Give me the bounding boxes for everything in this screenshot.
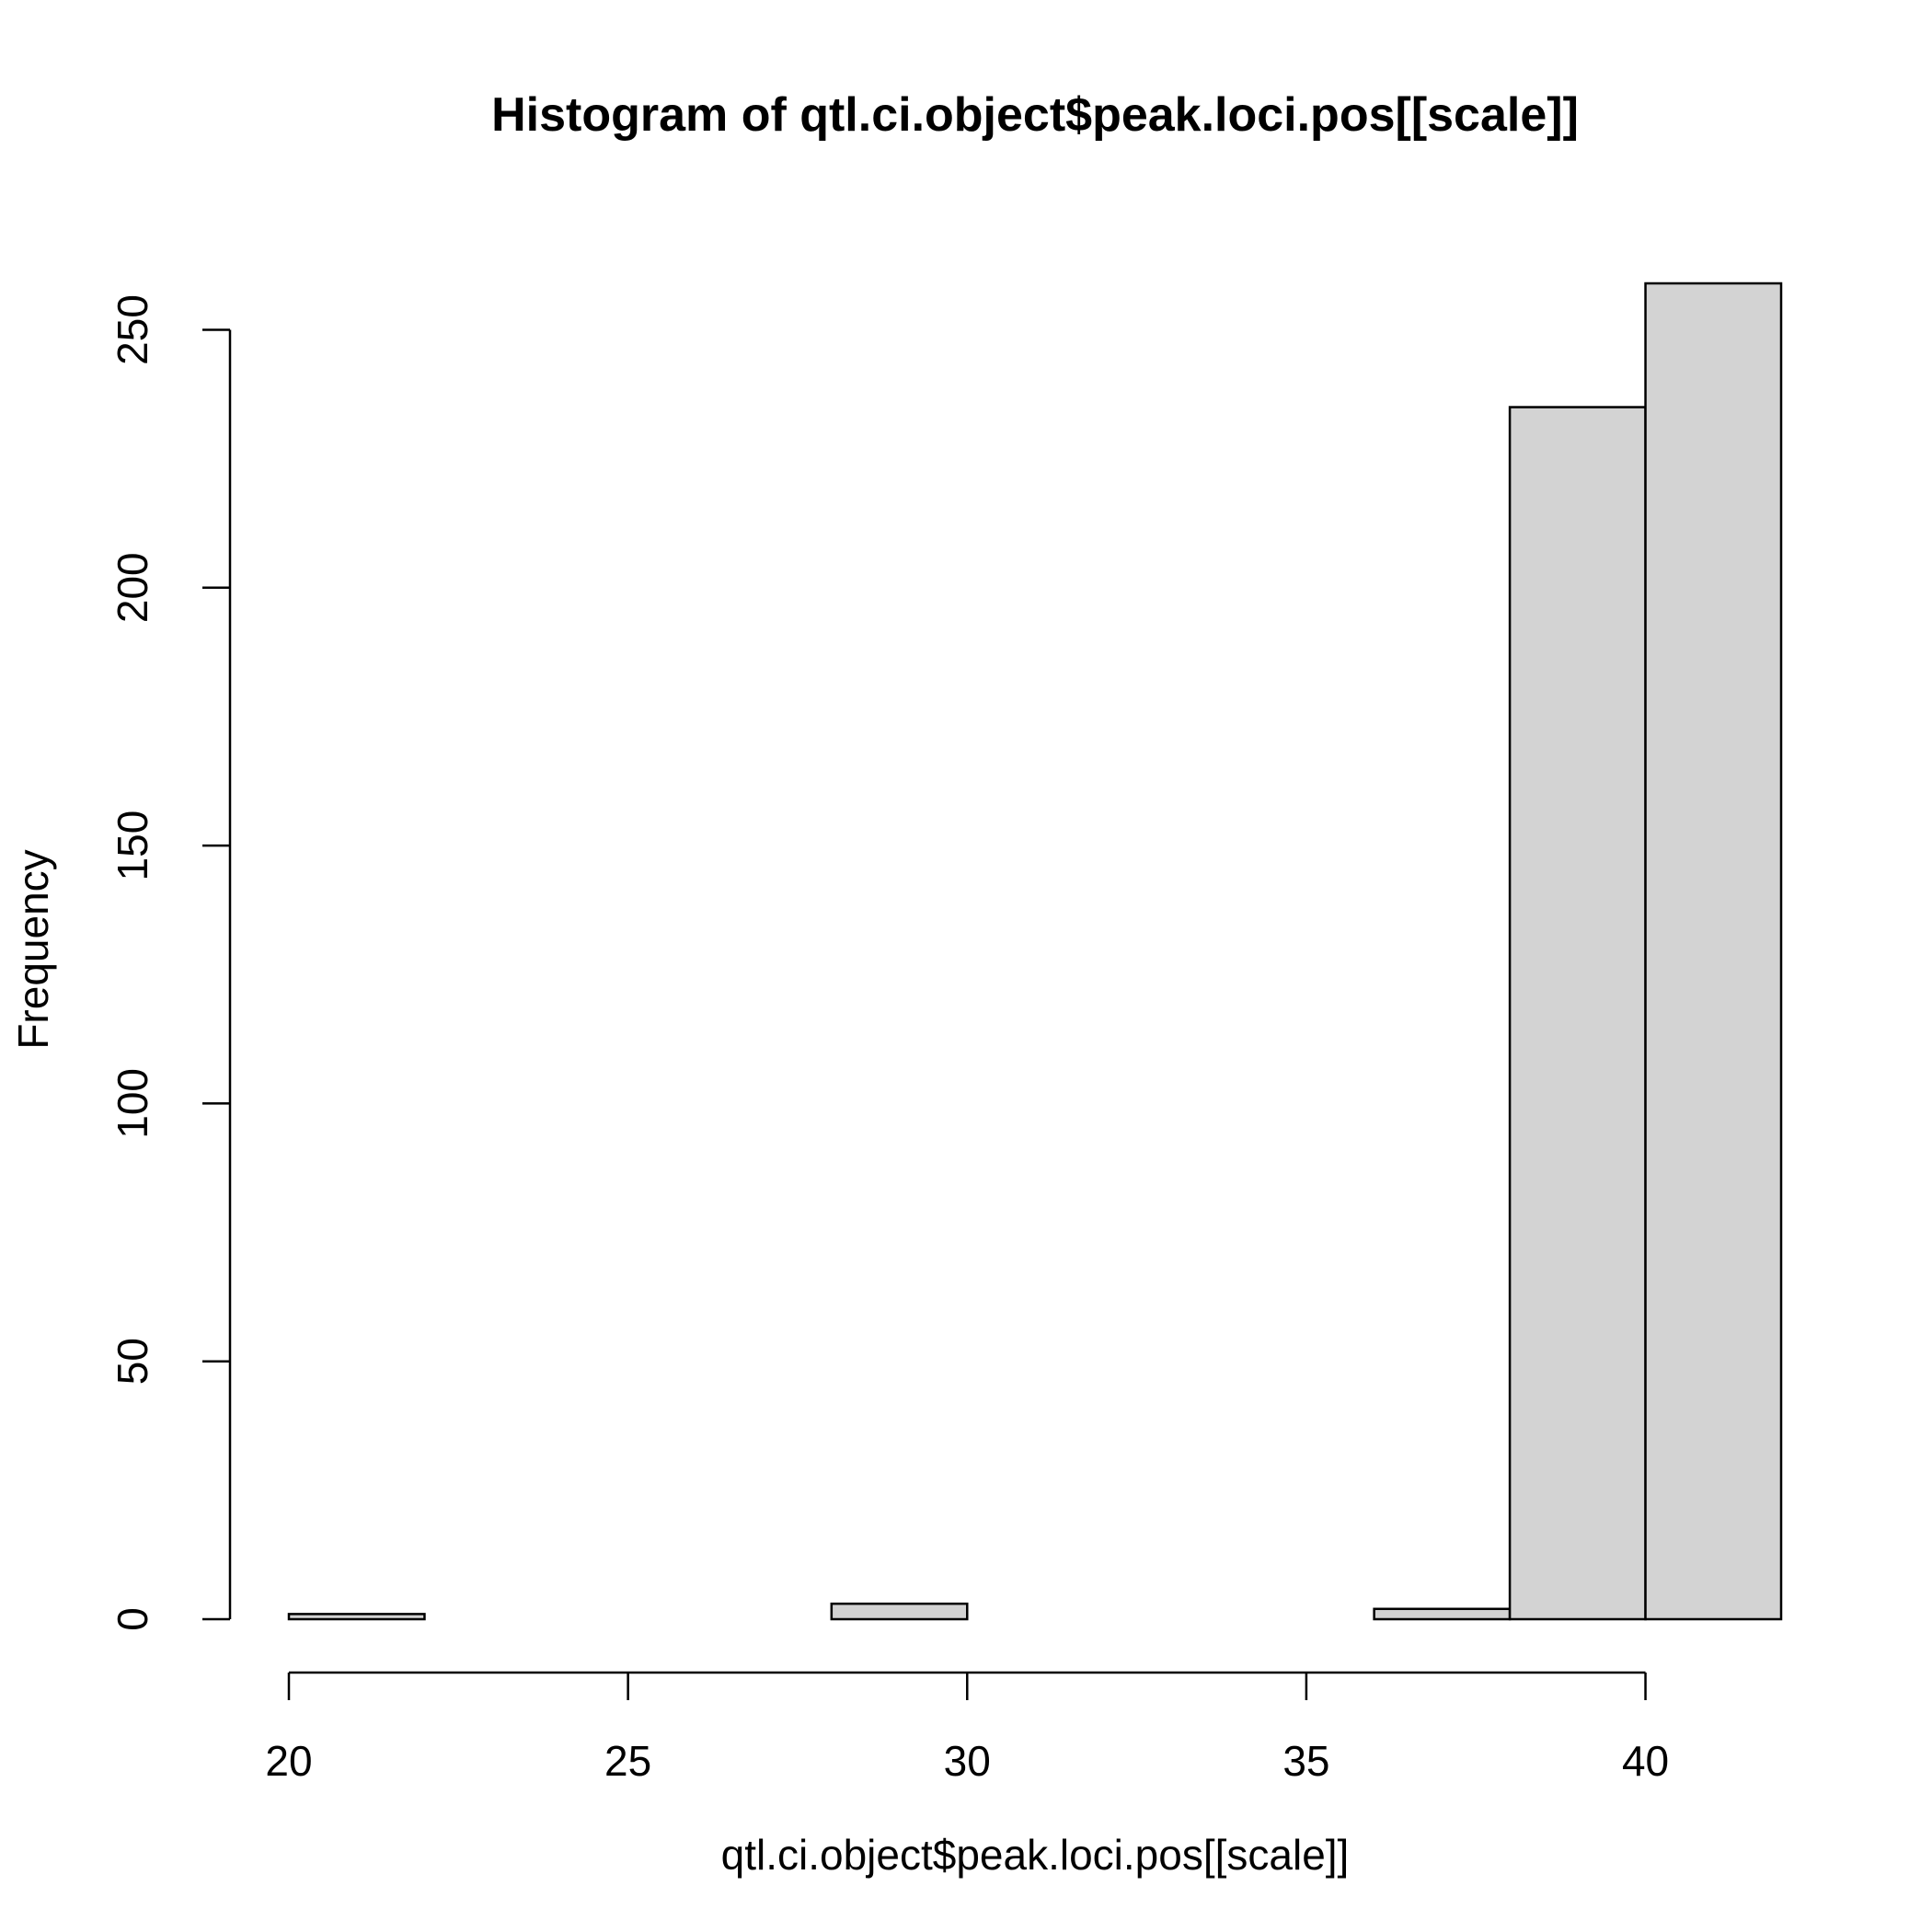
histogram-bar bbox=[1508, 406, 1647, 1621]
x-tick-label: 20 bbox=[265, 1737, 312, 1785]
x-tick-label: 40 bbox=[1622, 1737, 1669, 1785]
y-axis-label: Frequency bbox=[9, 849, 57, 1049]
histogram-bar bbox=[1373, 1607, 1512, 1621]
histogram-bar bbox=[287, 1613, 426, 1621]
histogram-bar bbox=[830, 1602, 969, 1621]
y-axis: 0 50 100 150 200 250 bbox=[109, 294, 232, 1631]
x-axis: 20 25 30 35 40 bbox=[265, 1671, 1669, 1785]
y-tick-label: 50 bbox=[109, 1338, 156, 1385]
x-tick-label: 35 bbox=[1282, 1737, 1329, 1785]
x-tick-label: 30 bbox=[944, 1737, 991, 1785]
y-tick-label: 250 bbox=[109, 294, 156, 365]
y-tick-label: 150 bbox=[109, 811, 156, 881]
bars-group bbox=[287, 282, 1783, 1621]
y-tick-label: 200 bbox=[109, 552, 156, 623]
x-axis-label: qtl.ci.object$peak.loci.pos[[scale]] bbox=[721, 1831, 1350, 1879]
chart-title: Histogram of qtl.ci.object$peak.loci.pos… bbox=[491, 88, 1579, 142]
y-tick-label: 100 bbox=[109, 1068, 156, 1139]
y-tick-label: 0 bbox=[109, 1607, 156, 1631]
x-tick-label: 25 bbox=[604, 1737, 651, 1785]
histogram-bar bbox=[1644, 282, 1783, 1621]
